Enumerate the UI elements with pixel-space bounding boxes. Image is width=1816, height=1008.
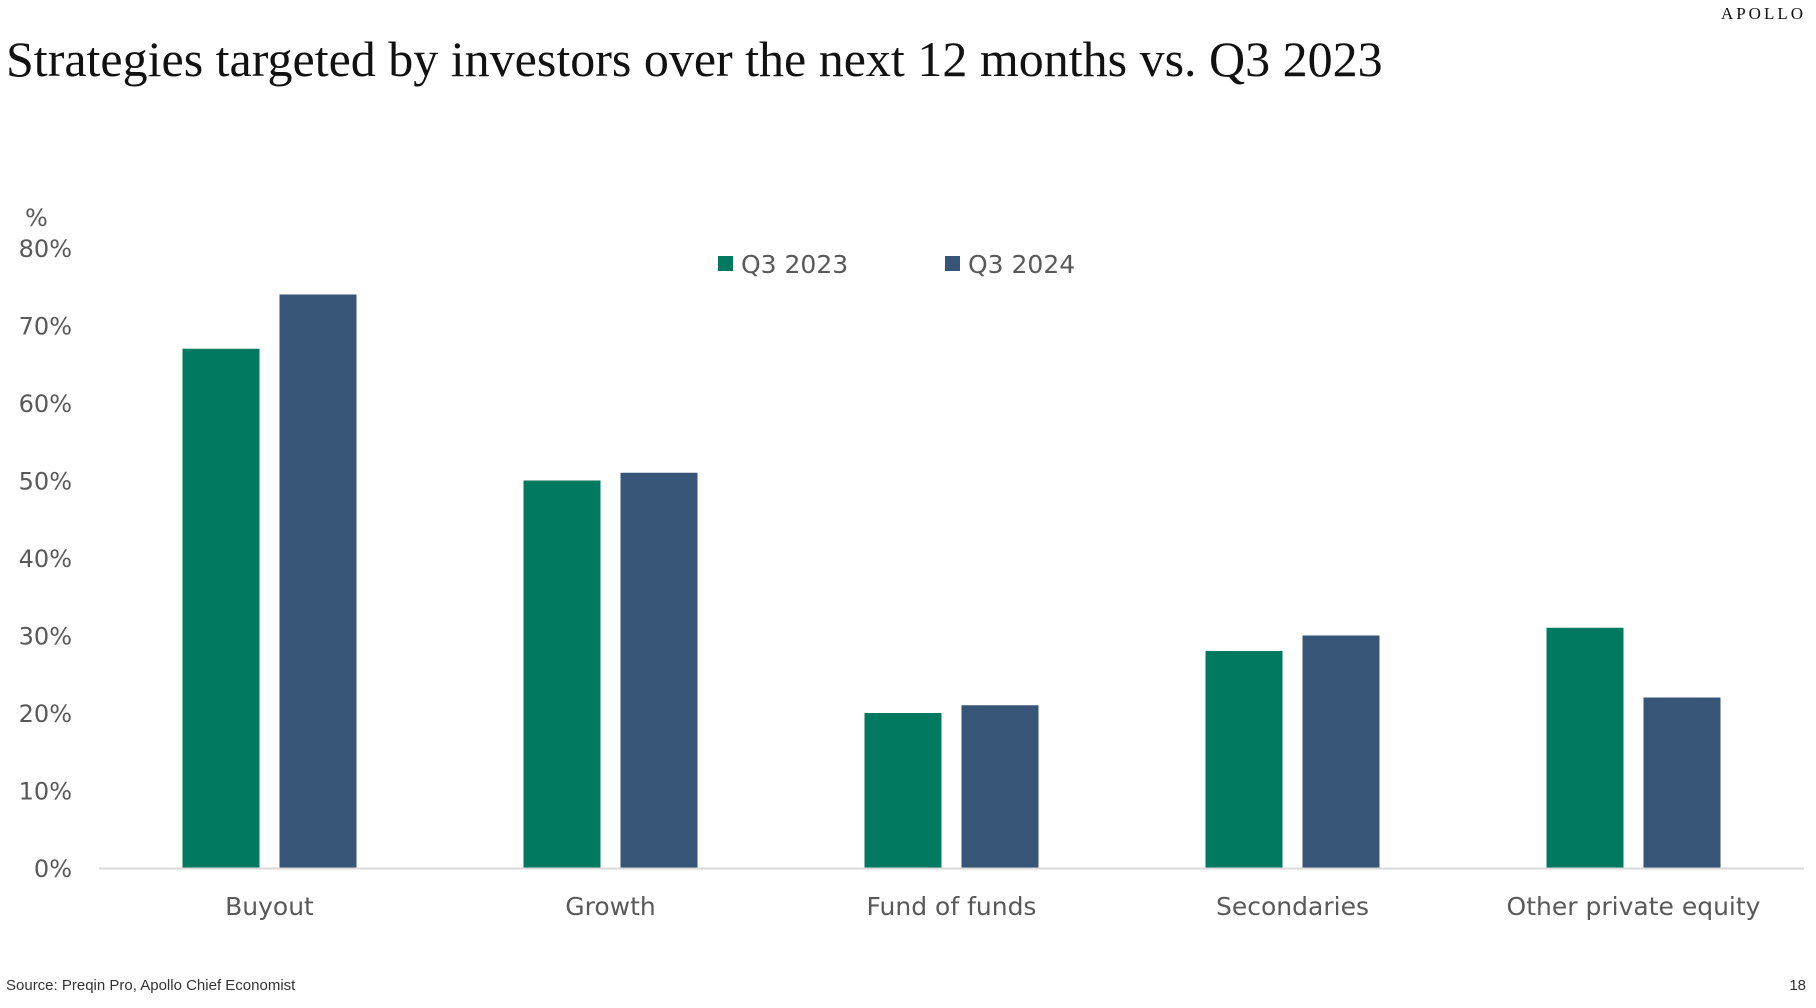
bars bbox=[182, 294, 1721, 868]
y-tick-label: 50% bbox=[19, 468, 72, 496]
x-axis-category-labels: Buyout Growth Fund of funds Secondaries Othe… bbox=[225, 892, 1761, 921]
bar-q3-2024-buyout bbox=[279, 294, 357, 868]
legend: Q3 2023 Q3 2024 bbox=[718, 250, 1075, 279]
y-tick-label: 10% bbox=[19, 778, 72, 806]
bar-q3-2023-other-private-equity bbox=[1546, 627, 1624, 868]
x-category-label: Growth bbox=[565, 892, 656, 921]
bar-q3-2023-fund-of-funds bbox=[864, 713, 942, 868]
legend-label-q3-2023: Q3 2023 bbox=[741, 250, 848, 279]
y-axis-unit-label: % bbox=[25, 204, 48, 232]
source-note: Source: Preqin Pro, Apollo Chief Economi… bbox=[6, 977, 296, 994]
bar-q3-2024-growth bbox=[620, 472, 698, 868]
page-title: Strategies targeted by investors over th… bbox=[6, 31, 1383, 87]
y-axis-ticks: 0% 10% 20% 30% 40% 50% 60% 70% 80% bbox=[19, 235, 72, 883]
bar-q3-2024-other-private-equity bbox=[1643, 697, 1721, 868]
y-tick-label: 40% bbox=[19, 545, 72, 573]
y-tick-label: 70% bbox=[19, 313, 72, 341]
bar-q3-2023-secondaries bbox=[1205, 651, 1283, 868]
bar-q3-2024-fund-of-funds bbox=[961, 705, 1039, 868]
y-tick-label: 30% bbox=[19, 623, 72, 651]
x-category-label: Buyout bbox=[225, 892, 314, 921]
legend-label-q3-2024: Q3 2024 bbox=[968, 250, 1075, 279]
bar-q3-2024-secondaries bbox=[1302, 635, 1380, 868]
legend-swatch-q3-2023 bbox=[718, 256, 733, 271]
legend-swatch-q3-2024 bbox=[945, 256, 960, 271]
apollo-logo: APOLLO bbox=[1720, 4, 1806, 23]
y-tick-label: 80% bbox=[19, 235, 72, 263]
x-category-label: Fund of funds bbox=[867, 892, 1037, 921]
bar-q3-2023-buyout bbox=[182, 348, 260, 868]
y-tick-label: 60% bbox=[19, 390, 72, 418]
y-tick-label: 0% bbox=[34, 855, 72, 883]
bar-q3-2023-growth bbox=[523, 480, 601, 868]
y-tick-label: 20% bbox=[19, 700, 72, 728]
page-number: 18 bbox=[1789, 977, 1806, 994]
x-category-label: Other private equity bbox=[1507, 892, 1761, 921]
x-category-label: Secondaries bbox=[1216, 892, 1369, 921]
